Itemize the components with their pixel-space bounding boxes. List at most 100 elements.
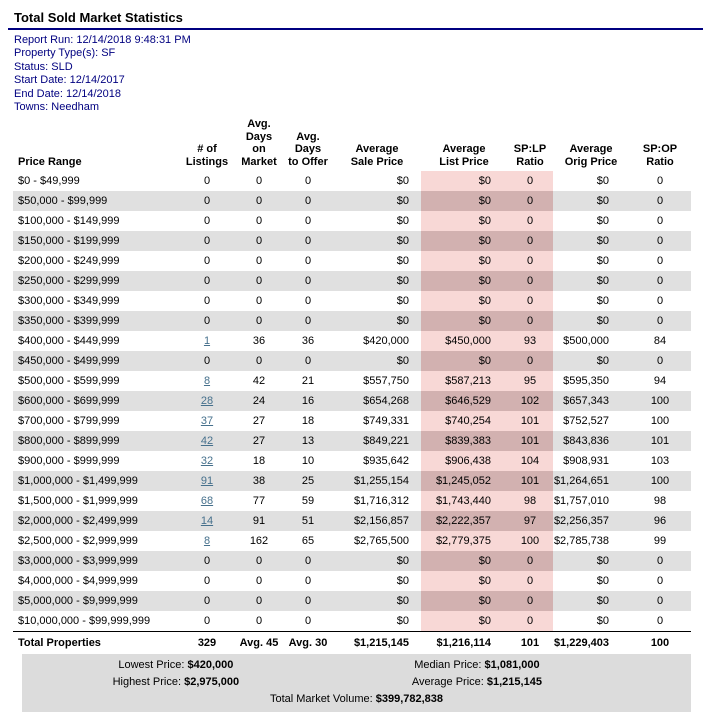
listings-count-link[interactable]: 8 [203, 535, 211, 548]
avg-sale-price-cell: $0 [396, 235, 409, 248]
listings-count-link[interactable]: 8 [203, 375, 211, 388]
days-to-offer-cell: 0 [304, 235, 312, 248]
spop-ratio-cell: 94 [653, 375, 667, 388]
days-on-market-cell: 0 [255, 275, 263, 288]
days-on-market-cell: 0 [255, 295, 263, 308]
listings-count-link[interactable]: 28 [200, 395, 214, 408]
splp-ratio-cell: 93 [507, 331, 553, 352]
total-avg-orig-price: $1,229,403 [553, 631, 629, 654]
splp-ratio-cell: 0 [507, 551, 553, 572]
avg-sale-price-cell: $849,221 [363, 435, 409, 448]
avg-list-price-cell: $0 [421, 351, 507, 372]
days-on-market-cell: 0 [255, 255, 263, 268]
table-row: $900,000 - $999,999 32 18 10 $935,642 $906,43… [13, 451, 691, 472]
avg-orig-price-cell: $0 [596, 355, 609, 368]
avg-sale-price-cell: $2,156,857 [353, 515, 409, 528]
avg-list-price-cell: $0 [421, 311, 507, 332]
avg-orig-price-cell: $0 [596, 315, 609, 328]
days-to-offer-cell: 0 [304, 175, 312, 188]
avg-orig-price-cell: $2,785,738 [553, 535, 609, 548]
price-range-cell: $3,000,000 - $3,999,999 [18, 555, 138, 568]
listings-cell: 0 [203, 295, 211, 308]
days-on-market-cell: 0 [255, 595, 263, 608]
days-on-market-cell: 91 [252, 515, 266, 528]
spop-ratio-cell: 103 [650, 455, 670, 468]
price-range-cell: $250,000 - $299,999 [18, 275, 120, 288]
days-to-offer-cell: 0 [304, 575, 312, 588]
avg-list-price-cell: $740,254 [421, 411, 507, 432]
meta-start-date: Start Date: 12/14/2017 [14, 74, 125, 87]
days-on-market-cell: 0 [255, 555, 263, 568]
meta-status: Status: SLD [14, 60, 73, 73]
avg-list-price-cell: $0 [421, 171, 507, 192]
splp-ratio-cell: 0 [507, 251, 553, 272]
avg-orig-price-cell: $500,000 [563, 335, 609, 348]
table-row: $3,000,000 - $3,999,999 0 0 0 $0 $0 0 $0 0 [13, 551, 691, 572]
spop-ratio-cell: 100 [650, 395, 670, 408]
listings-cell: 91 [179, 471, 235, 491]
days-to-offer-cell: 0 [304, 595, 312, 608]
lowest-price: Lowest Price: $420,000 [22, 657, 330, 674]
avg-orig-price-cell: $752,527 [563, 415, 609, 428]
column-header-spop-ratio: SP:OP Ratio [642, 143, 678, 168]
listings-count-link[interactable]: 14 [200, 515, 214, 528]
splp-ratio-cell: 0 [507, 291, 553, 312]
price-range-cell: $900,000 - $999,999 [18, 455, 120, 468]
spop-ratio-cell: 0 [656, 175, 664, 188]
spop-ratio-cell: 0 [656, 595, 664, 608]
days-on-market-cell: 27 [252, 415, 266, 428]
avg-list-price-cell: $0 [421, 191, 507, 212]
days-to-offer-cell: 36 [301, 335, 315, 348]
avg-sale-price-cell: $0 [396, 555, 409, 568]
table-row: $250,000 - $299,999 0 0 0 $0 $0 0 $0 0 [13, 271, 691, 292]
avg-list-price-cell: $646,529 [421, 391, 507, 412]
splp-ratio-cell: 101 [507, 431, 553, 452]
avg-sale-price-cell: $0 [396, 615, 409, 628]
listings-cell: 68 [179, 491, 235, 511]
listings-count-link[interactable]: 42 [200, 435, 214, 448]
meta-end-date: End Date: 12/14/2018 [14, 87, 122, 100]
average-price: Average Price: $1,215,145 [330, 674, 624, 691]
listings-count-link[interactable]: 91 [200, 475, 214, 488]
avg-orig-price-cell: $0 [596, 595, 609, 608]
days-to-offer-cell: 0 [304, 355, 312, 368]
spop-ratio-cell: 96 [653, 515, 667, 528]
spop-ratio-cell: 0 [656, 195, 664, 208]
total-row: Total Properties 329 Avg. 45 Avg. 30 $1,… [13, 631, 691, 654]
listings-count-link[interactable]: 1 [203, 335, 211, 348]
spop-ratio-cell: 0 [656, 355, 664, 368]
spop-ratio-cell: 0 [656, 255, 664, 268]
table-row: $300,000 - $349,999 0 0 0 $0 $0 0 $0 0 [13, 291, 691, 312]
days-on-market-cell: 18 [252, 455, 266, 468]
avg-list-price-cell: $0 [421, 251, 507, 272]
table-row: $350,000 - $399,999 0 0 0 $0 $0 0 $0 0 [13, 311, 691, 332]
meta-property-type: Property Type(s): SF [14, 47, 116, 60]
spop-ratio-cell: 99 [653, 535, 667, 548]
avg-list-price-cell: $0 [421, 231, 507, 252]
listings-cell: 0 [203, 315, 211, 328]
avg-orig-price-cell: $1,757,010 [553, 495, 609, 508]
highest-price: Highest Price: $2,975,000 [22, 674, 330, 691]
price-range-cell: $0 - $49,999 [18, 175, 80, 188]
meta-towns: Towns: Needham [14, 101, 99, 114]
total-days-to-offer: Avg. 30 [283, 631, 333, 654]
spop-ratio-cell: 101 [650, 435, 670, 448]
spop-ratio-cell: 0 [656, 315, 664, 328]
avg-orig-price-cell: $0 [596, 575, 609, 588]
days-on-market-cell: 27 [252, 435, 266, 448]
page-title: Total Sold Market Statistics [14, 10, 183, 25]
table-body: $0 - $49,999 0 0 0 $0 $0 0 $0 0 $50,000 - $99,999… [13, 171, 691, 632]
report-meta: Report Run: 12/14/2018 9:48:31 PM Proper… [14, 34, 703, 114]
price-range-cell: $1,500,000 - $1,999,999 [18, 495, 138, 508]
days-on-market-cell: 0 [255, 215, 263, 228]
listings-count-link[interactable]: 68 [200, 495, 214, 508]
days-to-offer-cell: 65 [301, 535, 315, 548]
listings-count-link[interactable]: 37 [200, 415, 214, 428]
avg-list-price-cell: $0 [421, 551, 507, 572]
listings-count-link[interactable]: 32 [200, 455, 214, 468]
median-price-value: $1,081,000 [484, 659, 540, 672]
avg-sale-price-cell: $2,765,500 [353, 535, 409, 548]
table-row: $700,000 - $799,999 37 27 18 $749,331 $740,25… [13, 411, 691, 432]
price-range-cell: $100,000 - $149,999 [18, 215, 120, 228]
total-listings: 329 [179, 631, 235, 654]
